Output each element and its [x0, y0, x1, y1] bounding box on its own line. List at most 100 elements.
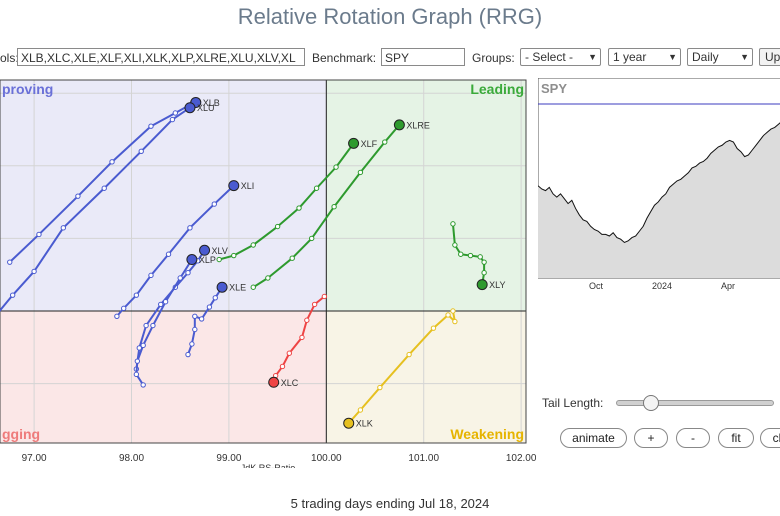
tail-point	[481, 270, 487, 276]
tail-point	[109, 159, 115, 165]
series-label: XLY	[489, 280, 505, 290]
groups-select-value: - Select -	[525, 50, 574, 64]
animate-button[interactable]: animate	[560, 428, 627, 448]
tail-point	[445, 312, 451, 318]
head-marker	[186, 254, 198, 266]
update-button[interactable]: Up	[759, 48, 780, 66]
tail-point	[143, 322, 149, 329]
tail-point	[250, 242, 256, 248]
chevron-down-icon: ▼	[588, 52, 597, 62]
head-marker	[184, 102, 196, 114]
tail-length-slider[interactable]	[616, 395, 774, 411]
rrg-chart[interactable]: proving Leading gging Weakening 97.00 98.00 99…	[0, 76, 536, 468]
frequency-select[interactable]: Daily ▼	[687, 48, 753, 66]
tail-point	[133, 371, 140, 378]
spy-x-tick-label: Oct	[589, 281, 604, 291]
tail-point	[172, 110, 179, 116]
tail-point	[189, 341, 195, 347]
zoom-out-button[interactable]: -	[676, 428, 710, 448]
quadrant-lagging	[0, 311, 327, 443]
tail-length-label: Tail Length:	[542, 396, 604, 410]
fit-button[interactable]: fit	[718, 428, 754, 448]
symbols-input[interactable]: XLB,XLC,XLE,XLF,XLI,XLK,XLP,XLRE,XLU,XLV…	[17, 48, 305, 66]
chevron-down-icon: ▼	[740, 52, 749, 62]
period-select[interactable]: 1 year ▼	[608, 48, 681, 66]
head-marker	[476, 279, 488, 291]
tail-point	[299, 334, 305, 341]
head-marker	[199, 244, 211, 256]
tail-point	[304, 317, 310, 323]
tail-point	[357, 169, 364, 176]
tail-point	[265, 275, 271, 281]
date-range-caption: 5 trading days ending Jul 18, 2024	[290, 496, 490, 511]
tail-point	[140, 382, 146, 388]
tail-point	[279, 363, 286, 370]
tail-point	[309, 235, 315, 242]
tail-point	[311, 301, 318, 308]
tail-point	[406, 351, 412, 358]
tail-point	[133, 292, 140, 298]
tail-point	[148, 123, 154, 129]
x-tick-label: 100.00	[311, 453, 342, 464]
tail-point	[357, 407, 364, 413]
tail-point	[289, 255, 295, 261]
benchmark-input[interactable]: SPY	[381, 48, 465, 66]
tail-point	[274, 223, 281, 230]
spy-x-tick-label: 2024	[652, 281, 672, 291]
x-axis-title: JdK RS-Ratio	[241, 463, 296, 468]
quadrant-label-lagging: gging	[2, 426, 40, 442]
zoom-in-button[interactable]: +	[634, 428, 668, 448]
quadrant-label-improving: proving	[2, 81, 53, 97]
series-label: XLC	[281, 378, 299, 388]
tail-point	[158, 301, 164, 308]
quadrant-label-leading: Leading	[470, 81, 524, 97]
tail-point	[165, 251, 172, 257]
tail-point	[177, 275, 183, 281]
controls-bar: ols: XLB,XLC,XLE,XLF,XLI,XLK,XLP,XLRE,XL…	[0, 48, 780, 68]
head-marker	[216, 281, 228, 293]
series-xlu: XLU	[0, 102, 214, 312]
tail-point	[75, 193, 81, 199]
tail-point	[60, 225, 67, 231]
tail-length-slider-handle[interactable]	[642, 395, 659, 411]
tail-point	[169, 116, 176, 123]
spy-price-chart: SPY Oct 2024 Apr	[538, 78, 780, 291]
tail-point	[321, 293, 328, 300]
period-select-value: 1 year	[613, 50, 647, 64]
tail-point	[187, 225, 193, 231]
series-xlc: XLC	[268, 293, 328, 388]
groups-select[interactable]: - Select - ▼	[520, 48, 601, 66]
series-label: XLP	[199, 255, 216, 265]
tail-point	[382, 139, 388, 145]
x-tick-label: 101.00	[408, 453, 439, 464]
tail-point	[150, 322, 156, 329]
quadrant-label-weakening: Weakening	[450, 426, 524, 442]
tail-point	[481, 259, 487, 265]
frequency-select-value: Daily	[692, 50, 719, 64]
tail-point	[192, 313, 198, 319]
tail-point	[31, 268, 37, 275]
series-label: XLB	[203, 98, 220, 108]
quadrant-leading	[326, 80, 526, 311]
spy-area-fill	[538, 122, 780, 278]
series-xlf: XLF	[216, 137, 378, 263]
series-label: XLV	[212, 246, 228, 256]
head-marker	[228, 180, 240, 192]
quadrant-improving	[0, 80, 327, 311]
tail-point	[333, 164, 339, 170]
tail-line	[116, 184, 235, 317]
tail-point	[36, 231, 42, 238]
series-xli: XLI	[114, 180, 254, 319]
clear-button[interactable]: cl	[760, 428, 780, 448]
tail-point	[296, 205, 302, 211]
tail-point	[198, 316, 205, 322]
head-marker	[348, 137, 360, 149]
tail-point	[138, 148, 144, 154]
tail-point	[331, 204, 337, 210]
tail-point	[114, 313, 120, 319]
tail-point	[192, 326, 198, 333]
plot-frame	[0, 79, 527, 444]
tail-point	[477, 254, 483, 260]
tail-point	[452, 242, 458, 248]
series-xlk: XLK	[343, 308, 458, 429]
